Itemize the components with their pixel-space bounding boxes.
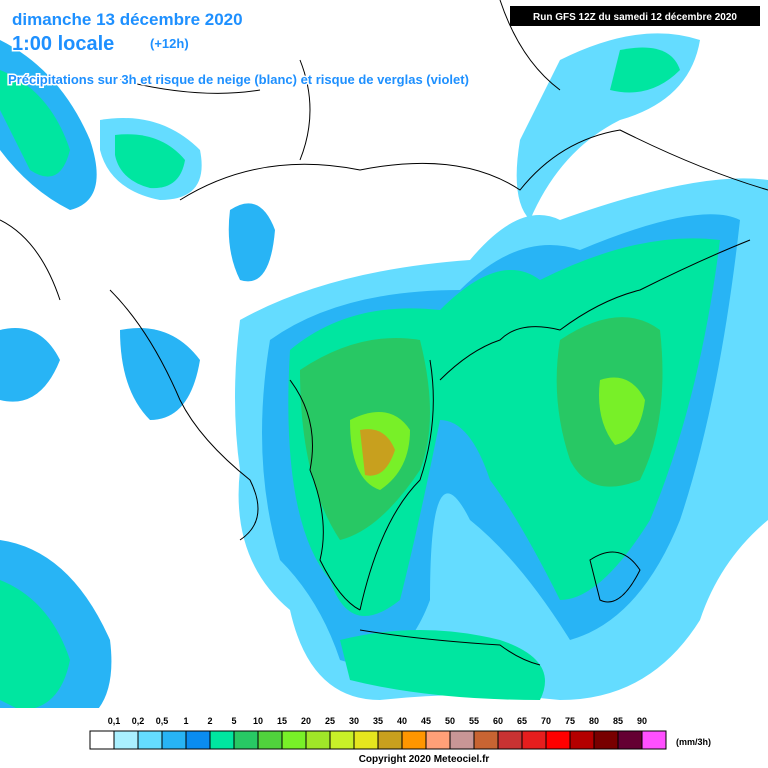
legend-label: 1 (183, 716, 188, 726)
legend-swatch (521, 730, 547, 750)
legend-label: 55 (469, 716, 479, 726)
legend-swatch (89, 730, 115, 750)
legend-label: 0,2 (132, 716, 145, 726)
legend-swatch (569, 730, 595, 750)
legend-label: 5 (231, 716, 236, 726)
legend-unit: (mm/3h) (676, 737, 711, 747)
legend-swatch (353, 730, 379, 750)
legend-label: 40 (397, 716, 407, 726)
legend-swatch (113, 730, 139, 750)
legend-swatch (305, 730, 331, 750)
legend: 0,1 0,2 0,5 1 2 5 10 15 20 25 30 35 40 45 50 55 60 65 70 75… (89, 716, 667, 750)
legend-swatch (401, 730, 427, 750)
legend-label: 90 (637, 716, 647, 726)
legend-label: 2 (207, 716, 212, 726)
legend-swatch (593, 730, 619, 750)
run-label: Run GFS 12Z du samedi 12 décembre 2020 (533, 12, 737, 23)
legend-swatch (233, 730, 259, 750)
copyright: Copyright 2020 Meteociel.fr (359, 754, 490, 765)
forecast-offset: (+12h) (150, 36, 189, 51)
legend-swatch (617, 730, 643, 750)
legend-swatch (257, 730, 283, 750)
time: 1:00 locale (12, 33, 114, 55)
legend-swatch (209, 730, 235, 750)
legend-label: 75 (565, 716, 575, 726)
legend-label: 85 (613, 716, 623, 726)
legend-swatch (281, 730, 307, 750)
legend-swatch (641, 730, 667, 750)
legend-label: 0,5 (156, 716, 169, 726)
legend-label: 65 (517, 716, 527, 726)
coastlines (0, 0, 768, 666)
precipitation-field (0, 33, 768, 730)
legend-label: 70 (541, 716, 551, 726)
legend-label: 10 (253, 716, 263, 726)
legend-label: 50 (445, 716, 455, 726)
legend-swatch (497, 730, 523, 750)
legend-label: 20 (301, 716, 311, 726)
date: dimanche 13 décembre 2020 (12, 10, 243, 29)
legend-swatch (137, 730, 163, 750)
subtitle: Précipitations sur 3h et risque de neige… (8, 72, 469, 87)
legend-label: 15 (277, 716, 287, 726)
run-box (510, 6, 760, 26)
legend-label: 45 (421, 716, 431, 726)
legend-swatch (329, 730, 355, 750)
legend-label: 25 (325, 716, 335, 726)
legend-swatch (425, 730, 451, 750)
legend-swatch (449, 730, 475, 750)
legend-label: 80 (589, 716, 599, 726)
legend-swatch (545, 730, 571, 750)
legend-label: 30 (349, 716, 359, 726)
legend-label: 60 (493, 716, 503, 726)
legend-swatch (473, 730, 499, 750)
legend-swatch (377, 730, 403, 750)
legend-swatch (185, 730, 211, 750)
legend-label: 35 (373, 716, 383, 726)
legend-label: 0,1 (108, 716, 121, 726)
legend-swatch (161, 730, 187, 750)
